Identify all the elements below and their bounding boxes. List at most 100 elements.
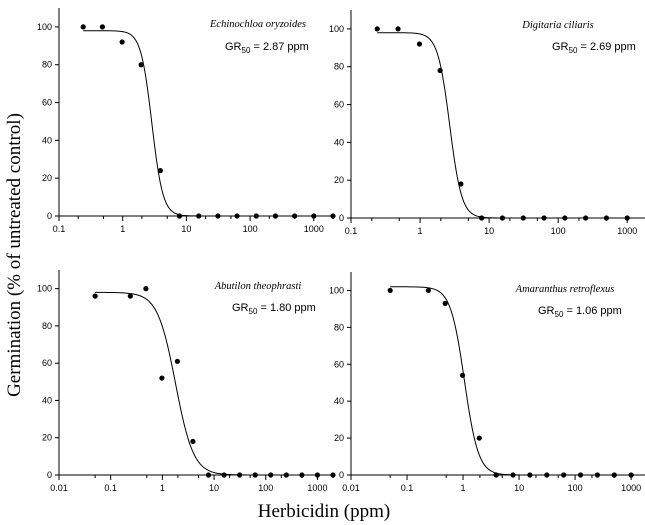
species-title: Echinochloa oryzoides bbox=[209, 19, 306, 30]
data-point bbox=[237, 472, 243, 478]
x-tick-label: 100 bbox=[258, 483, 273, 493]
y-tick-label: 100 bbox=[37, 284, 52, 294]
y-tick-label: 80 bbox=[334, 322, 344, 332]
y-tick-label: 80 bbox=[42, 60, 52, 70]
species-title: Digitaria ciliaris bbox=[521, 20, 593, 31]
data-point bbox=[562, 215, 568, 221]
data-point bbox=[253, 213, 259, 219]
data-point bbox=[99, 24, 105, 30]
y-tick-label: 20 bbox=[334, 433, 344, 443]
y-tick-label: 80 bbox=[42, 321, 52, 331]
data-point bbox=[196, 213, 202, 219]
gr50-subscript: 50 bbox=[569, 46, 578, 55]
gr50-value: = 2.87 ppm bbox=[250, 41, 308, 53]
y-tick-label: 60 bbox=[334, 359, 344, 369]
data-point bbox=[603, 215, 610, 221]
data-point bbox=[476, 435, 482, 441]
y-tick-label: 40 bbox=[334, 396, 344, 406]
fit-curve bbox=[390, 286, 645, 476]
data-point bbox=[416, 41, 423, 47]
x-tick-label: 10 bbox=[209, 483, 219, 493]
data-point bbox=[221, 472, 227, 478]
x-tick-label: 1000 bbox=[307, 483, 327, 493]
gr50-prefix: GR bbox=[232, 302, 249, 314]
y-tick-label: 40 bbox=[42, 135, 52, 145]
data-point bbox=[330, 472, 336, 478]
data-point bbox=[205, 472, 212, 478]
data-point bbox=[252, 472, 258, 478]
data-point bbox=[527, 472, 533, 478]
x-tick-label: 0.1 bbox=[345, 226, 358, 236]
data-point bbox=[174, 358, 180, 364]
x-tick-label: 0.01 bbox=[50, 483, 68, 493]
data-point bbox=[577, 472, 584, 478]
data-point bbox=[268, 472, 274, 478]
gr50-subscript: 50 bbox=[249, 307, 258, 316]
data-point bbox=[583, 215, 589, 221]
x-tick-label: 10 bbox=[181, 224, 191, 234]
y-tick-label: 0 bbox=[47, 211, 52, 221]
data-point bbox=[299, 472, 305, 478]
y-tick-label: 20 bbox=[42, 173, 52, 183]
x-tick-label: 10 bbox=[484, 226, 494, 236]
data-point bbox=[442, 300, 448, 306]
y-tick-label: 60 bbox=[42, 98, 52, 108]
data-point bbox=[292, 213, 298, 219]
x-tick-label: 1000 bbox=[621, 483, 641, 493]
gr50-value: = 1.06 ppm bbox=[563, 305, 621, 317]
data-point bbox=[594, 472, 601, 478]
fit-curve bbox=[83, 30, 333, 217]
x-tick-label: 10 bbox=[514, 483, 524, 493]
data-point bbox=[374, 26, 380, 32]
y-tick-label: 0 bbox=[47, 470, 52, 480]
gr50-subscript: 50 bbox=[242, 46, 251, 55]
y-tick-label: 100 bbox=[37, 22, 52, 32]
data-point bbox=[611, 472, 617, 478]
data-point bbox=[127, 293, 133, 299]
y-tick-label: 60 bbox=[334, 100, 344, 110]
x-tick-label: 0.01 bbox=[342, 483, 360, 493]
data-point bbox=[479, 215, 485, 221]
x-tick-label: 1000 bbox=[617, 226, 637, 236]
y-tick-label: 100 bbox=[329, 24, 344, 34]
gr50-value: = 2.69 ppm bbox=[577, 41, 635, 53]
data-point bbox=[437, 67, 443, 74]
y-tick-label: 100 bbox=[329, 285, 344, 295]
data-point bbox=[330, 213, 336, 219]
data-point bbox=[499, 215, 506, 221]
y-tick-label: 0 bbox=[339, 470, 344, 480]
data-point bbox=[176, 213, 183, 219]
y-tick-label: 20 bbox=[42, 433, 52, 443]
panel-2: 0 20 40 60 80 100 0.1 1 10 100 1000 Digitaria cilia… bbox=[329, 10, 645, 236]
gr50-annotation: GR50 = 2.87 ppm bbox=[225, 41, 309, 55]
y-tick-label: 40 bbox=[334, 137, 344, 147]
x-tick-label: 0.1 bbox=[104, 483, 117, 493]
panel-1: 0 20 40 60 80 100 0.1 1 10 100 1000 Echinochloa ory… bbox=[37, 8, 336, 234]
data-point bbox=[138, 62, 144, 68]
gr50-prefix: GR bbox=[225, 41, 242, 53]
data-point bbox=[459, 372, 466, 378]
panel-3: 0 20 40 60 80 100 0.01 0.1 1 10 100 1000 Abutilon th… bbox=[37, 270, 336, 493]
y-tick-label: 80 bbox=[334, 62, 344, 72]
data-point bbox=[190, 438, 196, 445]
x-tick-label: 100 bbox=[243, 224, 258, 234]
y-tick-label: 60 bbox=[42, 358, 52, 368]
data-point bbox=[510, 472, 516, 478]
gr50-annotation: GR50 = 1.06 ppm bbox=[538, 305, 622, 319]
x-tick-label: 100 bbox=[551, 226, 566, 236]
gr50-value: = 1.80 ppm bbox=[257, 302, 315, 314]
panel-4: 0 20 40 60 80 100 0.01 0.1 1 10 100 1000 Amaranthus … bbox=[329, 272, 645, 493]
y-tick-label: 40 bbox=[42, 395, 52, 405]
data-point bbox=[395, 26, 401, 32]
y-tick-label: 20 bbox=[334, 175, 344, 185]
species-title: Abutilon theophrasti bbox=[214, 281, 302, 292]
data-point bbox=[541, 215, 547, 221]
x-tick-label: 1000 bbox=[304, 224, 324, 234]
x-tick-label: 0.1 bbox=[401, 483, 414, 493]
data-point bbox=[561, 472, 567, 478]
data-point bbox=[143, 286, 149, 292]
gr50-prefix: GR bbox=[538, 305, 555, 317]
x-tick-label: 1 bbox=[160, 483, 165, 493]
data-point bbox=[92, 293, 98, 299]
